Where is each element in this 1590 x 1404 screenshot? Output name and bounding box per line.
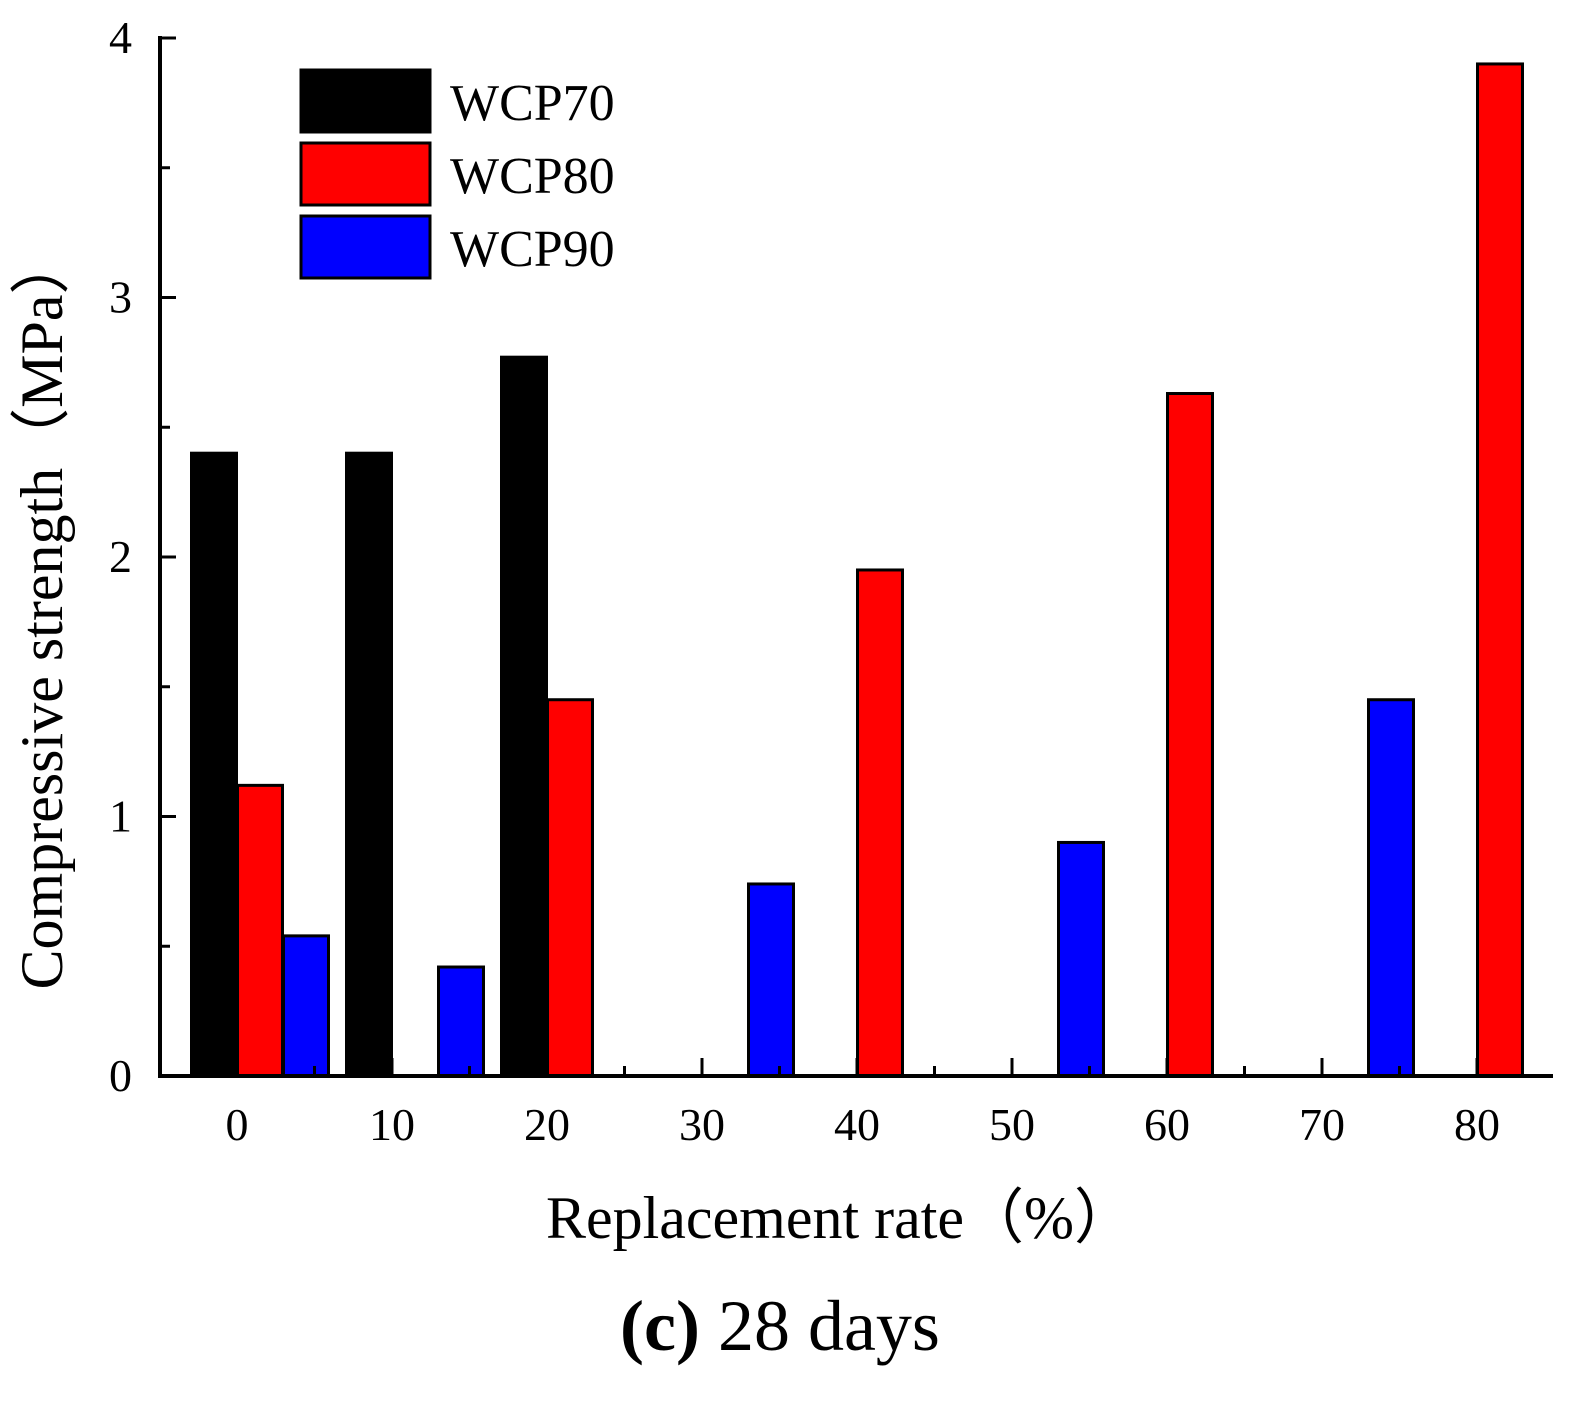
figure-caption: (c) 28 days (0, 1290, 1560, 1362)
bar-wcp80-0 (236, 783, 284, 1078)
bar-wcp70-0 (190, 451, 238, 1078)
x-tick-label: 50 (989, 1099, 1035, 1150)
legend-label-wcp70: WCP70 (450, 75, 615, 132)
bar-wcp90-50 (1057, 840, 1105, 1078)
y-tick-label: 3 (109, 272, 132, 323)
x-tick-label: 0 (226, 1099, 249, 1150)
bar-wcp90-70 (1367, 698, 1415, 1078)
bars-group (190, 62, 1524, 1078)
y-tick-label: 4 (109, 12, 132, 63)
x-tick-label: 80 (1454, 1099, 1500, 1150)
y-tick-label: 2 (109, 531, 132, 582)
legend-label-wcp80: WCP80 (450, 148, 615, 205)
legend-swatch-wcp70 (299, 68, 432, 134)
bar-wcp80-20 (546, 698, 594, 1078)
legend-label-wcp90: WCP90 (450, 221, 615, 278)
bar-wcp90-30 (747, 882, 795, 1078)
legend-swatch-wcp90 (299, 214, 432, 280)
caption-label: (c) (620, 1286, 700, 1366)
bar-wcp80-80 (1476, 62, 1524, 1078)
legend-swatch-wcp80 (299, 141, 432, 207)
x-tick-label: 70 (1299, 1099, 1345, 1150)
x-tick-label: 60 (1144, 1099, 1190, 1150)
x-tick-label: 10 (369, 1099, 415, 1150)
y-tick-label: 0 (109, 1050, 132, 1101)
caption-text: 28 days (717, 1286, 940, 1366)
x-tick-label: 20 (524, 1099, 570, 1150)
bar-wcp80-60 (1166, 392, 1214, 1078)
x-tick-label: 30 (679, 1099, 725, 1150)
legend: WCP70 WCP80 WCP90 (299, 68, 615, 280)
bar-wcp70-10 (345, 451, 393, 1078)
bar-wcp90-10 (437, 965, 485, 1078)
x-tick-label: 40 (834, 1099, 880, 1150)
bar-wcp90-0 (282, 934, 330, 1078)
x-axis-title: Replacement rate（%） (546, 1185, 1134, 1251)
bar-wcp80-40 (856, 568, 904, 1078)
y-axis-title: Compressive strength（MPa） (9, 235, 75, 990)
bar-wcp70-20 (500, 355, 548, 1078)
y-tick-label: 1 (109, 791, 132, 842)
